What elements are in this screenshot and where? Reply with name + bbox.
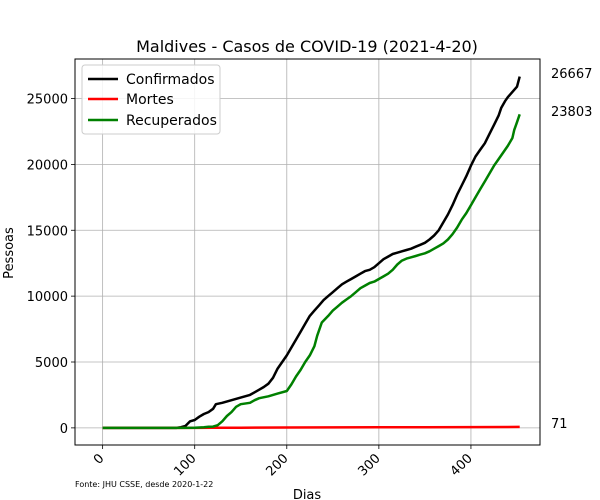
- x-axis-label: Dias: [293, 488, 322, 500]
- legend-box: [81, 64, 221, 135]
- series-line-recuperados: [102, 113, 521, 430]
- legend-label-recuperados: Recuperados: [126, 113, 217, 129]
- source-note: Fonte: JHU CSSE, desde 2020-1-22: [75, 480, 213, 489]
- chart-title: Maldives - Casos de COVID-19 (2021-4-20): [136, 37, 478, 56]
- grid: [75, 59, 540, 445]
- y-axis-label: Pessoas: [2, 227, 17, 279]
- y-tick-label: 0: [60, 422, 68, 437]
- legend-label-confirmados: Confirmados: [126, 72, 215, 88]
- y-tick-label: 10000: [27, 290, 68, 305]
- plot-area-border: [74, 58, 541, 446]
- legend-label-mortes: Mortes: [126, 92, 174, 108]
- y-tick-label: 15000: [27, 224, 68, 239]
- end-label-recuperados: 23803: [551, 105, 592, 120]
- end-label-mortes: 71: [551, 417, 568, 432]
- series-line-confirmados: [102, 76, 521, 430]
- legend: Confirmados Mortes Recuperados: [81, 64, 221, 135]
- y-tick-label: 20000: [27, 158, 68, 173]
- y-tick-label: 25000: [27, 93, 68, 108]
- series-layer: [102, 76, 521, 430]
- end-label-confirmados: 26667: [551, 67, 592, 82]
- end-labels: 26667 23803 71: [551, 67, 592, 432]
- y-tick-label: 5000: [35, 356, 68, 371]
